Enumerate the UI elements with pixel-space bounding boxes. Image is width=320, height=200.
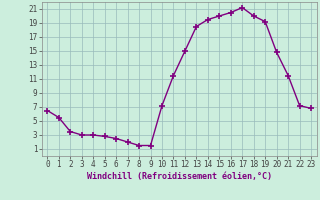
X-axis label: Windchill (Refroidissement éolien,°C): Windchill (Refroidissement éolien,°C) bbox=[87, 172, 272, 181]
